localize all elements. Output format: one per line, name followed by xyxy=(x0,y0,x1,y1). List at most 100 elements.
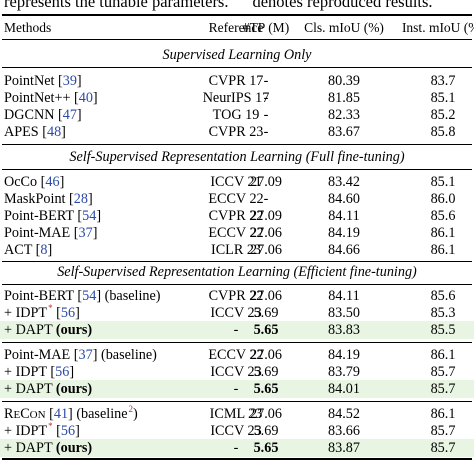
caption-left: represents the tunable parameters. xyxy=(4,0,229,11)
inst-miou-cell: 85.8 xyxy=(430,124,456,140)
cell-text: + xyxy=(4,305,16,321)
table-row-ours: + DAPT (ours) - 5.65 84.01 85.7 xyxy=(0,380,474,398)
cls-miou-cell: 84.19 xyxy=(328,225,360,241)
cls-miou-cell: 81.85 xyxy=(328,90,360,106)
cell-text: E xyxy=(13,409,21,421)
cell-text: (baseline xyxy=(72,406,128,422)
caption-fragment: represents the tunable parameters. denote… xyxy=(4,0,470,11)
col-reference: Reference xyxy=(208,20,264,35)
cell-text: OcCo xyxy=(4,174,38,190)
citation-link[interactable]: 56 xyxy=(60,305,76,321)
section-title: Self-Supervised Representation Learning … xyxy=(57,264,417,280)
tp-cell: - xyxy=(263,90,269,106)
reference-cell: TOG 19 xyxy=(212,107,260,123)
reference-cell: ICML 23 xyxy=(209,406,263,422)
tp-cell: 5.65 xyxy=(253,440,279,456)
cell-text: IDPT xyxy=(15,364,47,380)
reference-cell: ICLR 23 xyxy=(210,242,262,258)
inst-miou-cell: 86.1 xyxy=(430,242,456,258)
citation-link[interactable]: 41 xyxy=(53,406,69,422)
method-cell: + IDPT* [56] xyxy=(4,421,80,439)
citation-link[interactable]: 54 xyxy=(82,288,97,304)
cell-text: ) xyxy=(133,406,138,422)
tp-cell: 27.09 xyxy=(250,174,282,190)
citation-link[interactable]: 37 xyxy=(78,347,93,363)
inst-miou-cell: 85.3 xyxy=(430,305,456,321)
table-row: PointNet++ [40] NeurIPS 17 - 81.85 85.1 xyxy=(0,89,474,107)
method-cell: Point-MAE [37] (baseline) xyxy=(4,347,157,363)
citation-link[interactable]: 39 xyxy=(62,73,77,89)
reference-cell: - xyxy=(233,322,239,338)
citation-link[interactable]: 47 xyxy=(62,107,77,123)
cell-text: + xyxy=(4,423,16,439)
reference-cell: CVPR 17 xyxy=(208,73,264,89)
col-cls-miou: Cls. mIoU (%) xyxy=(304,20,384,35)
group-rule xyxy=(2,401,472,402)
cell-text: (ours) xyxy=(55,322,93,338)
citation-link[interactable]: 56 xyxy=(60,423,76,439)
tp-cell: - xyxy=(263,191,269,207)
reference-cell: ECCV 22 xyxy=(208,225,264,241)
inst-miou-cell: 85.7 xyxy=(430,440,456,456)
citation-link[interactable]: 8 xyxy=(40,242,48,258)
cell-text: (baseline) xyxy=(101,288,161,304)
citation-link[interactable]: 48 xyxy=(46,124,62,140)
table-row-ours: + DAPT (ours) - 5.65 83.83 85.5 xyxy=(0,321,474,339)
cell-text: DAPT xyxy=(15,381,53,397)
citation-link[interactable]: 56 xyxy=(55,364,70,380)
tp-cell: - xyxy=(263,107,269,123)
method-cell: MaskPoint [28] xyxy=(4,191,93,207)
cell-text: + xyxy=(4,364,16,380)
inst-miou-cell: 85.7 xyxy=(430,423,456,439)
citation-link[interactable]: 37 xyxy=(78,225,93,241)
tp-cell: 27.06 xyxy=(250,406,282,422)
cls-miou-cell: 83.79 xyxy=(328,364,360,380)
reference-cell: ICCV 23 xyxy=(210,423,262,439)
citation-link[interactable]: 28 xyxy=(73,191,88,207)
section-rule xyxy=(2,169,472,170)
table-row: ACT [8] ICLR 23 27.06 84.66 86.1 xyxy=(0,241,474,259)
method-cell: + DAPT (ours) xyxy=(4,439,92,457)
citation-link[interactable]: 40 xyxy=(78,90,93,106)
cls-miou-cell: 83.83 xyxy=(328,322,360,338)
citation-link[interactable]: 54 xyxy=(82,208,97,224)
cell-text: Point-BERT xyxy=(4,208,74,224)
tp-cell: 27.06 xyxy=(250,225,282,241)
cell-text: PointNet++ xyxy=(4,90,71,106)
reference-cell: ECCV 22 xyxy=(208,191,264,207)
cls-miou-cell: 80.39 xyxy=(328,73,360,89)
inst-miou-cell: 86.1 xyxy=(430,406,456,422)
inst-miou-cell: 85.1 xyxy=(430,90,456,106)
header-rule xyxy=(2,39,472,40)
table-row: + IDPT* [56] ICCV 23 5.69 83.50 85.3 xyxy=(0,303,474,322)
cls-miou-cell: 84.60 xyxy=(328,191,360,207)
inst-miou-cell: 86.1 xyxy=(430,347,456,363)
tp-cell: 5.65 xyxy=(253,381,279,397)
table-row: MaskPoint [28] ECCV 22 - 84.60 86.0 xyxy=(0,190,474,208)
cell-text: (ours) xyxy=(55,381,93,397)
tp-cell: 5.69 xyxy=(253,305,279,321)
cls-miou-cell: 82.33 xyxy=(328,107,360,123)
reference-cell: CVPR 22 xyxy=(208,288,264,304)
method-cell: Point-BERT [54] (baseline) xyxy=(4,288,161,304)
cell-text: DAPT xyxy=(15,322,53,338)
cls-miou-cell: 84.11 xyxy=(328,208,360,224)
cell-text: + xyxy=(4,381,16,397)
method-cell: OcCo [46] xyxy=(4,174,65,190)
method-cell: + IDPT [56] xyxy=(4,364,75,380)
cell-text: MaskPoint xyxy=(4,191,66,207)
cell-text: R xyxy=(4,406,14,422)
cls-miou-cell: 84.66 xyxy=(328,242,360,258)
method-cell: Point-MAE [37] xyxy=(4,225,98,241)
tp-cell: 27.06 xyxy=(250,347,282,363)
tp-cell: 27.09 xyxy=(250,208,282,224)
reference-cell: NeurIPS 17 xyxy=(202,90,270,106)
reference-cell: CVPR 22 xyxy=(208,208,264,224)
inst-miou-cell: 85.7 xyxy=(430,381,456,397)
tp-cell: 5.65 xyxy=(253,322,279,338)
cls-miou-cell: 83.50 xyxy=(328,305,360,321)
cls-miou-cell: 83.66 xyxy=(328,423,360,439)
cell-text: (ours) xyxy=(55,440,93,456)
citation-link[interactable]: 46 xyxy=(45,174,60,190)
table-row-ours: + DAPT (ours) - 5.65 83.87 85.7 xyxy=(0,439,474,457)
